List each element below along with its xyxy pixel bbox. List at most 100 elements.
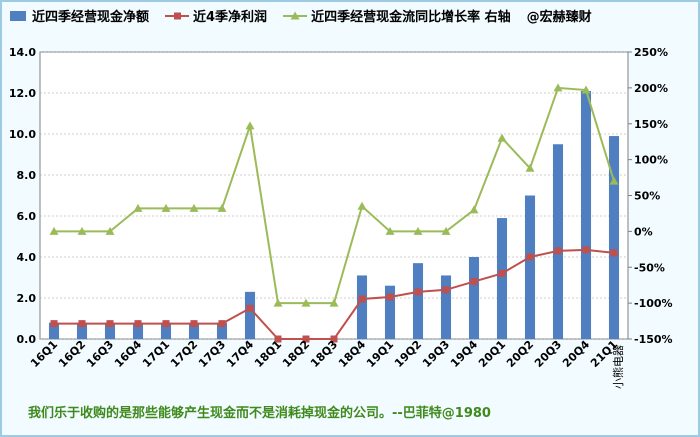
y-left-tick-label: 12.0 <box>9 87 36 100</box>
x-tick-label: 16Q3 <box>84 338 116 370</box>
bar <box>76 322 88 339</box>
x-tick-label: 18Q4 <box>336 338 368 370</box>
point-marker <box>190 320 198 328</box>
point-marker <box>133 203 143 212</box>
legend-marker <box>174 12 182 20</box>
bar <box>244 291 256 339</box>
x-extra-label: 小熊电器 <box>611 345 625 389</box>
bar <box>48 322 60 339</box>
x-tick-label: 17Q4 <box>224 338 256 370</box>
point-marker <box>357 201 367 210</box>
y-right-tick-label: 200% <box>634 82 668 95</box>
point-marker <box>329 298 339 307</box>
x-tick-label: 20Q4 <box>560 338 592 370</box>
y-right-tick-label: -50% <box>634 261 665 274</box>
x-tick-label: 17Q1 <box>140 338 172 370</box>
point-marker <box>217 203 227 212</box>
bar <box>384 285 396 339</box>
y-right-tick-label: -100% <box>634 297 673 310</box>
point-marker <box>526 253 534 261</box>
point-marker <box>385 226 395 235</box>
legend-label: 近四季经营现金净额 <box>32 9 149 25</box>
legend-label: 近四季经营现金流同比增长率 右轴 <box>311 9 511 25</box>
bar <box>356 275 368 339</box>
legend-marker <box>290 11 300 20</box>
point-marker <box>498 269 506 277</box>
legend-label: 近4季净利润 <box>193 9 267 25</box>
y-right-tick-label: 250% <box>634 46 668 59</box>
bar <box>188 322 200 339</box>
y-right-tick-label: 50% <box>634 190 660 203</box>
point-marker <box>106 320 114 328</box>
x-tick-label: 18Q3 <box>308 338 340 370</box>
point-marker <box>245 121 255 130</box>
point-marker <box>497 133 507 142</box>
x-tick-label: 19Q4 <box>448 338 480 370</box>
legend-note: @宏赫臻财 <box>527 9 592 25</box>
x-tick-label: 20Q3 <box>532 338 564 370</box>
bar <box>216 322 228 339</box>
footer-quote: 我们乐于收购的是那些能够产生现金而不是消耗掉现金的公司。--巴菲特@1980 <box>28 406 491 421</box>
x-tick-label: 20Q1 <box>476 338 508 370</box>
point-marker <box>274 335 282 343</box>
bar <box>412 263 424 339</box>
point-marker <box>358 295 366 303</box>
point-marker <box>582 246 590 254</box>
point-marker <box>189 203 199 212</box>
bar <box>160 322 172 339</box>
legend-swatch-bar <box>10 11 26 21</box>
point-marker <box>470 278 478 286</box>
bar <box>496 218 508 339</box>
point-marker <box>218 320 226 328</box>
point-marker <box>441 226 451 235</box>
point-marker <box>610 249 618 257</box>
bar <box>524 195 536 339</box>
point-marker <box>134 320 142 328</box>
point-marker <box>414 288 422 296</box>
y-right-tick-label: 150% <box>634 118 668 131</box>
y-left-tick-label: 8.0 <box>17 169 37 182</box>
x-tick-label: 20Q2 <box>504 338 536 370</box>
point-marker <box>609 176 619 185</box>
point-marker <box>78 320 86 328</box>
y-right-tick-label: 100% <box>634 154 668 167</box>
bar <box>580 90 592 339</box>
y-left-tick-label: 6.0 <box>17 210 37 223</box>
point-marker <box>50 320 58 328</box>
point-marker <box>553 83 563 92</box>
x-tick-label: 18Q1 <box>252 338 284 370</box>
bar <box>552 144 564 339</box>
point-marker <box>302 335 310 343</box>
y-left-tick-label: 10.0 <box>9 128 36 141</box>
point-marker <box>246 304 254 312</box>
x-tick-label: 16Q2 <box>56 338 88 370</box>
y-right-tick-label: 0% <box>634 225 653 238</box>
point-marker <box>442 286 450 294</box>
point-marker <box>330 335 338 343</box>
bar <box>440 275 452 339</box>
y-left-tick-label: 14.0 <box>9 46 36 59</box>
point-marker <box>469 205 479 214</box>
y-left-tick-label: 4.0 <box>17 251 37 264</box>
x-tick-label: 19Q1 <box>364 338 396 370</box>
x-tick-label: 18Q2 <box>280 338 312 370</box>
y-right-tick-label: -150% <box>634 333 673 346</box>
plot-area <box>39 51 629 340</box>
point-marker <box>162 320 170 328</box>
point-marker <box>525 163 535 172</box>
x-tick-label: 19Q2 <box>392 338 424 370</box>
point-marker <box>273 298 283 307</box>
point-marker <box>77 226 87 235</box>
y-left-tick-label: 2.0 <box>17 292 37 305</box>
y-left-tick-label: 0.0 <box>17 333 37 346</box>
point-marker <box>413 226 423 235</box>
point-marker <box>386 293 394 301</box>
point-marker <box>301 298 311 307</box>
x-tick-label: 17Q2 <box>168 338 200 370</box>
point-marker <box>161 203 171 212</box>
point-marker <box>581 85 591 94</box>
point-marker <box>105 226 115 235</box>
bar <box>104 322 116 339</box>
point-marker <box>554 247 562 255</box>
